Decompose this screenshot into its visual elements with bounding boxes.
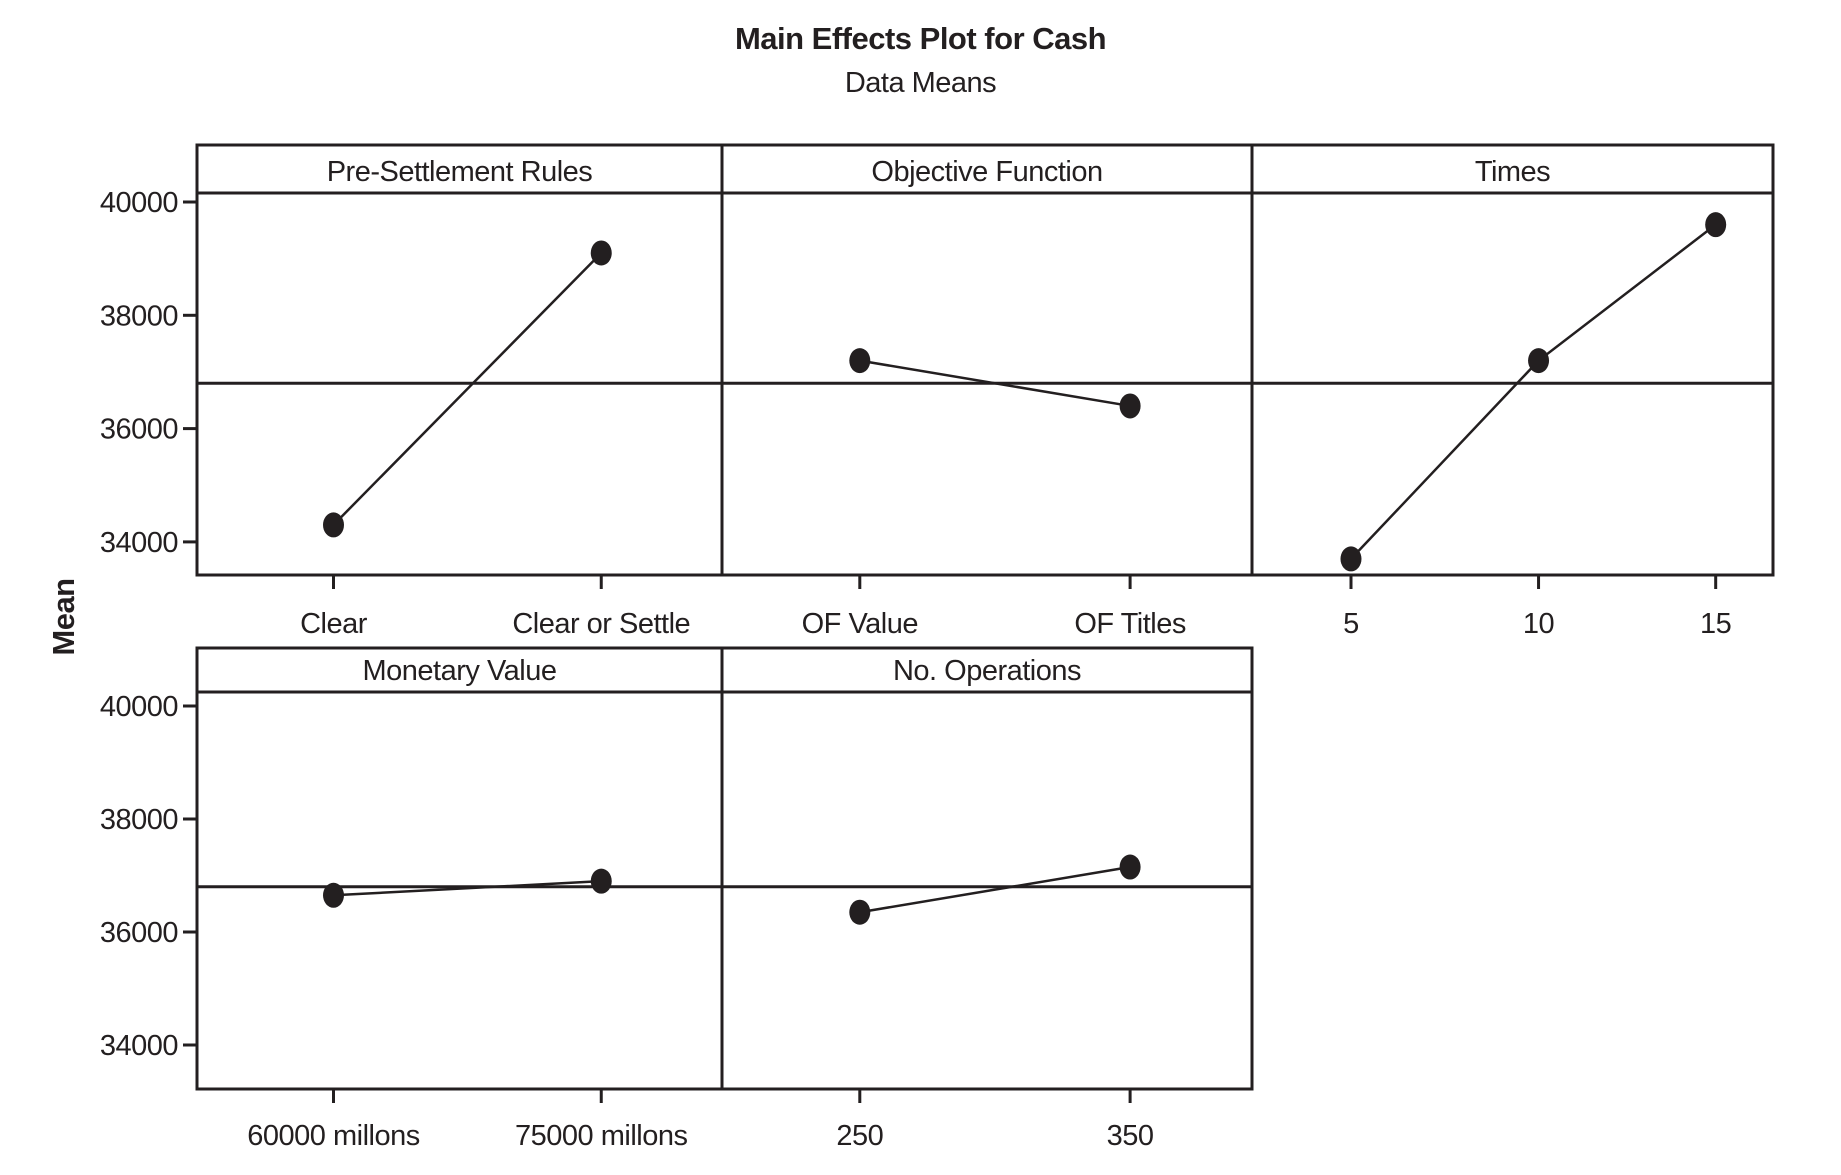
x-tick-label: Clear	[300, 608, 368, 640]
effect-line	[333, 879, 602, 897]
panel-border	[1250, 143, 1775, 577]
data-point	[1119, 854, 1141, 880]
effect-line	[1350, 223, 1717, 560]
effect-line	[859, 865, 1131, 914]
x-tick-label: OF Value	[802, 608, 918, 640]
effect-line	[859, 359, 1131, 408]
panel-border	[720, 646, 1254, 1091]
data-point	[590, 868, 612, 894]
data-point	[323, 882, 344, 908]
x-tick-label: 5	[1343, 608, 1359, 640]
x-tick-label: 15	[1700, 608, 1731, 640]
panel-border	[720, 143, 1254, 577]
x-tick-label: OF Titles	[1074, 608, 1186, 640]
y-tick-label: 34000	[100, 1030, 178, 1062]
y-tick-label: 38000	[100, 300, 178, 332]
data-point	[1340, 546, 1362, 572]
y-tick-label: 38000	[100, 804, 178, 836]
data-point	[849, 899, 871, 925]
panel-title: Monetary Value	[363, 655, 557, 687]
x-tick-label: 60000 millons	[247, 1120, 419, 1152]
y-tick-label: 40000	[100, 691, 178, 723]
y-tick-label: 34000	[100, 527, 178, 559]
data-point	[590, 240, 612, 266]
y-tick-label: 40000	[100, 187, 178, 219]
panel-title: Times	[1475, 156, 1550, 188]
panel-title: No. Operations	[893, 655, 1081, 687]
y-tick-label: 36000	[100, 917, 178, 949]
x-tick-label: 350	[1107, 1120, 1154, 1152]
data-point	[849, 348, 871, 374]
chart-title: Main Effects Plot for Cash	[734, 21, 1107, 56]
data-point	[1705, 212, 1727, 238]
x-tick-label: 10	[1523, 608, 1554, 640]
panel-border	[195, 143, 724, 577]
x-tick-label: 250	[836, 1120, 883, 1152]
x-tick-label: 75000 millons	[515, 1120, 687, 1152]
y-tick-label: 36000	[100, 414, 178, 446]
panel-border	[195, 646, 724, 1091]
data-point	[1528, 348, 1550, 374]
effect-line	[332, 252, 603, 526]
data-point	[323, 512, 344, 538]
x-tick-label: Clear or Settle	[512, 608, 690, 640]
chart-subtitle: Data Means	[844, 67, 997, 99]
panel-title: Objective Function	[871, 156, 1102, 188]
panel-title: Pre-Settlement Rules	[327, 156, 593, 188]
data-point	[1119, 393, 1141, 419]
